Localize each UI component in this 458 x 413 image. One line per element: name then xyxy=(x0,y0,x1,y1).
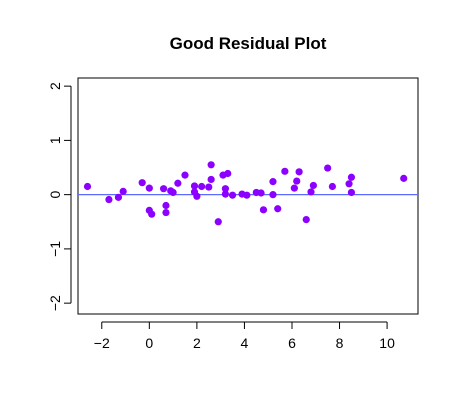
x-tick-label: 8 xyxy=(336,335,344,351)
data-point-25 xyxy=(221,185,230,193)
y-axis: −2 −1 0 1 2 xyxy=(47,82,72,311)
data-points xyxy=(83,161,408,226)
data-point-38 xyxy=(295,168,303,176)
chart-title: Good Residual Plot xyxy=(170,34,327,53)
data-point-31 xyxy=(257,189,265,197)
x-tick-label: 0 xyxy=(145,335,153,351)
data-point-7 xyxy=(148,210,156,218)
plot-frame xyxy=(77,77,419,315)
data-point-19 xyxy=(205,183,213,191)
data-point-21 xyxy=(207,161,215,169)
data-point-41 xyxy=(307,188,315,196)
data-point-12 xyxy=(169,188,177,197)
data-point-10 xyxy=(162,208,170,217)
y-tick-label: 2 xyxy=(47,82,63,90)
data-point-6 xyxy=(145,184,153,192)
data-point-34 xyxy=(269,191,277,199)
data-point-45 xyxy=(345,180,353,188)
data-point-18 xyxy=(198,182,206,191)
data-point-37 xyxy=(290,184,298,192)
data-point-32 xyxy=(259,206,268,214)
data-point-15 xyxy=(190,182,199,190)
data-point-14 xyxy=(181,171,189,179)
data-point-1 xyxy=(105,195,113,204)
data-point-0 xyxy=(83,182,92,191)
data-point-20 xyxy=(207,175,215,184)
data-point-22 xyxy=(214,218,222,226)
x-tick-label: 6 xyxy=(288,335,296,351)
data-point-40 xyxy=(302,216,310,224)
data-point-33 xyxy=(269,178,277,186)
data-point-35 xyxy=(274,205,282,213)
data-point-39 xyxy=(293,177,301,185)
data-point-48 xyxy=(400,174,408,182)
data-point-44 xyxy=(328,182,337,191)
data-point-8 xyxy=(159,185,168,193)
data-point-42 xyxy=(309,181,317,190)
data-point-9 xyxy=(162,201,170,210)
data-point-13 xyxy=(174,179,182,187)
data-point-3 xyxy=(119,187,127,195)
x-tick-label: 2 xyxy=(193,335,201,351)
y-tick-label: 1 xyxy=(47,136,63,144)
data-point-46 xyxy=(347,173,356,181)
x-tick-label: 10 xyxy=(379,335,395,351)
data-point-29 xyxy=(243,191,251,199)
data-point-17 xyxy=(193,192,201,200)
x-tick-label: 4 xyxy=(241,335,249,351)
data-point-4 xyxy=(138,179,146,187)
y-tick-label: −1 xyxy=(47,241,63,257)
y-tick-label: 0 xyxy=(47,191,63,199)
y-tick-label: −2 xyxy=(47,295,63,311)
data-point-36 xyxy=(281,167,289,175)
data-point-27 xyxy=(228,191,237,199)
data-point-43 xyxy=(324,164,332,172)
x-tick-label: −2 xyxy=(94,335,110,351)
x-axis: −2 0 2 4 6 8 10 xyxy=(94,321,395,351)
data-point-26 xyxy=(224,169,232,178)
data-point-24 xyxy=(221,190,230,198)
data-point-47 xyxy=(347,188,356,197)
data-point-2 xyxy=(114,193,123,201)
